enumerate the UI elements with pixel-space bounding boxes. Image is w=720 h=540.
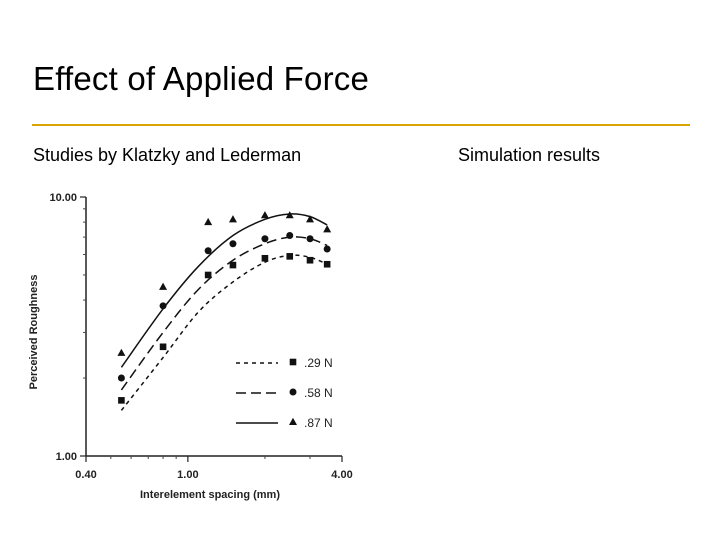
y-axis-label: Perceived Roughness xyxy=(28,275,40,390)
data-point xyxy=(323,245,331,253)
legend-label: .29 N xyxy=(304,356,333,370)
data-point xyxy=(159,343,167,351)
data-point xyxy=(204,217,213,226)
x-tick-label: 0.40 xyxy=(75,469,96,481)
data-point xyxy=(117,374,125,382)
data-point xyxy=(323,260,331,268)
title-divider xyxy=(32,124,690,126)
legend-marker xyxy=(289,358,297,366)
slide-title: Effect of Applied Force xyxy=(33,60,370,97)
data-point xyxy=(229,240,237,248)
data-point xyxy=(306,215,315,223)
roughness-chart: 1.00 10.00 0.40 1.00 4.00 .29 N .58 N .87 N Pe… xyxy=(28,192,353,501)
data-point xyxy=(306,235,314,243)
legend-label: .87 N xyxy=(304,416,333,430)
data-point xyxy=(285,211,294,219)
data-point xyxy=(204,271,212,279)
data-point xyxy=(286,253,294,260)
data-point xyxy=(261,235,269,243)
series-fit-line xyxy=(120,236,328,391)
data-point xyxy=(228,215,237,223)
data-point xyxy=(306,256,314,264)
x-tick-label: 4.00 xyxy=(331,469,352,481)
data-point xyxy=(260,211,269,219)
data-point xyxy=(229,261,237,269)
y-tick-label: 1.00 xyxy=(56,451,77,463)
chart-legend: .29 N .58 N .87 N xyxy=(236,356,333,430)
x-tick-label: 1.00 xyxy=(177,469,198,481)
data-point xyxy=(118,397,125,404)
chart-points xyxy=(117,211,332,404)
legend-marker xyxy=(289,388,297,396)
x-axis-label: Interelement spacing (mm) xyxy=(140,489,280,501)
y-tick-label: 10.00 xyxy=(49,192,77,204)
data-point xyxy=(117,348,126,356)
legend-label: .58 N xyxy=(304,386,333,400)
chart-fit-curves xyxy=(120,213,328,411)
data-point xyxy=(204,247,212,255)
data-point xyxy=(159,282,168,290)
series-fit-line xyxy=(120,254,328,411)
data-point xyxy=(159,302,167,310)
legend-marker xyxy=(289,417,297,425)
left-caption: Studies by Klatzky and Lederman xyxy=(33,145,302,165)
data-point xyxy=(323,225,332,233)
chart-axes: 1.00 10.00 0.40 1.00 4.00 xyxy=(49,192,352,481)
data-point xyxy=(261,254,269,262)
right-caption: Simulation results xyxy=(458,145,601,165)
data-point xyxy=(286,232,294,240)
